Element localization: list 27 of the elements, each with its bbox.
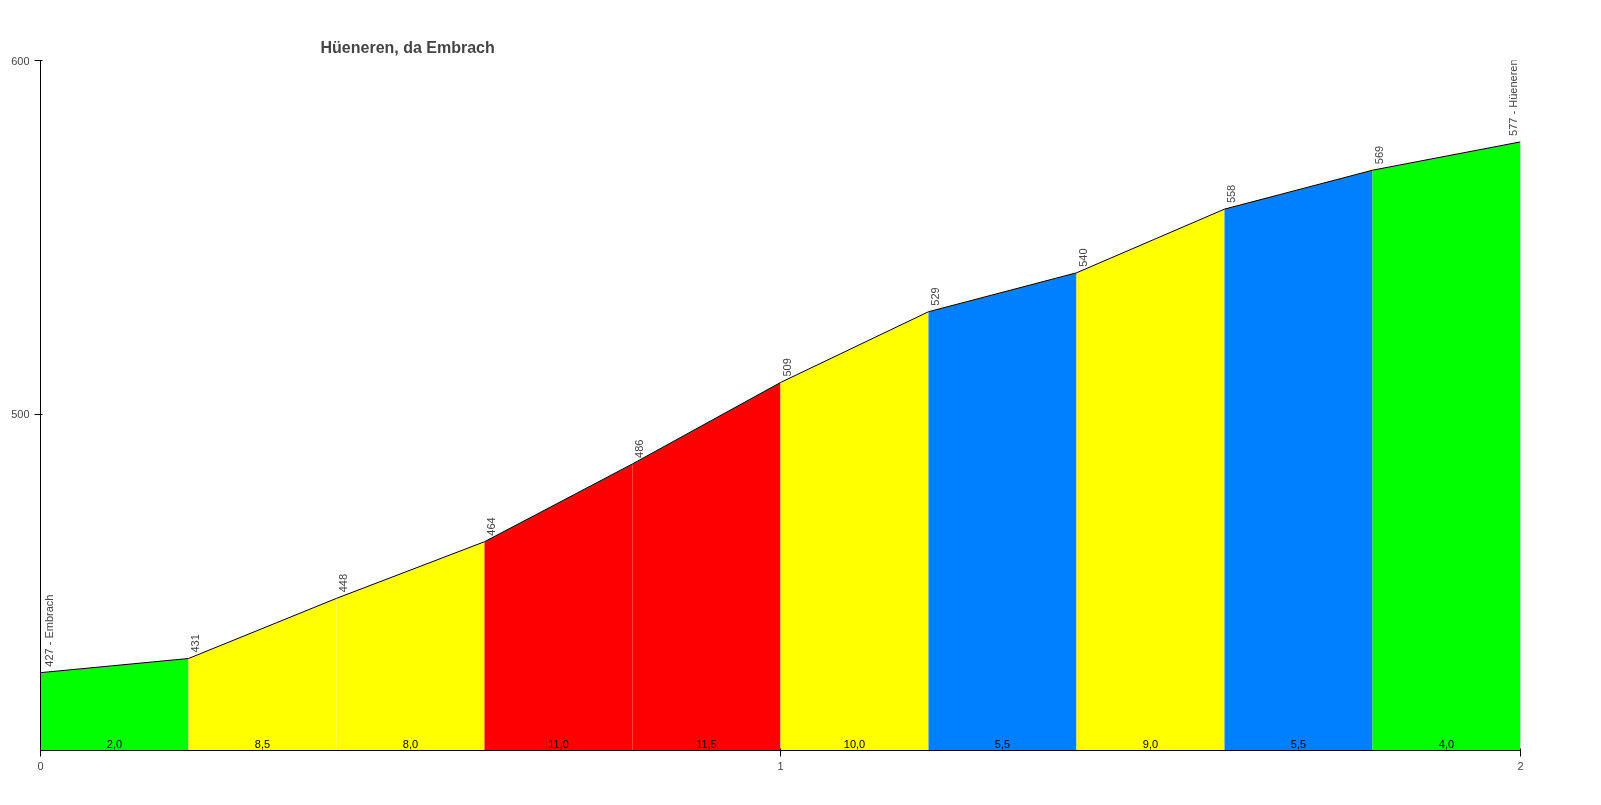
y-tick-label: 600 <box>11 54 30 67</box>
annotation: 11,0 <box>548 737 569 750</box>
data-label: 569 <box>1372 145 1385 165</box>
annotation: 5,5 <box>994 737 1011 750</box>
annotation: 8,5 <box>254 737 271 750</box>
data-label: 448 <box>336 573 349 593</box>
x-tick-label: 1 <box>777 759 784 772</box>
annotation: 2,0 <box>106 737 123 750</box>
annotation: 10,0 <box>843 737 866 750</box>
x-tick-label: 0 <box>37 759 44 772</box>
data-label: 431 <box>188 634 201 653</box>
annotation: 11,5 <box>696 737 717 750</box>
data-label: 486 <box>632 439 645 458</box>
y-tick-label: 500 <box>11 408 30 421</box>
data-label: 464 <box>484 517 497 536</box>
annotation: 8,0 <box>402 737 419 750</box>
annotation: 4,0 <box>1438 737 1455 750</box>
annotation: 5,5 <box>1290 737 1307 750</box>
data-label: 540 <box>1076 248 1089 267</box>
data-label: 529 <box>928 287 941 306</box>
chart-title: Hüeneren, da Embrach <box>320 38 495 56</box>
x-tick-label: 2 <box>1517 759 1524 772</box>
data-label: 509 <box>780 358 793 377</box>
annotation: 9,0 <box>1142 737 1159 750</box>
data-label: 558 <box>1224 184 1237 204</box>
data-label: 577 - Hüeneren <box>1506 59 1519 136</box>
data-label: 427 - Embrach <box>42 594 55 667</box>
